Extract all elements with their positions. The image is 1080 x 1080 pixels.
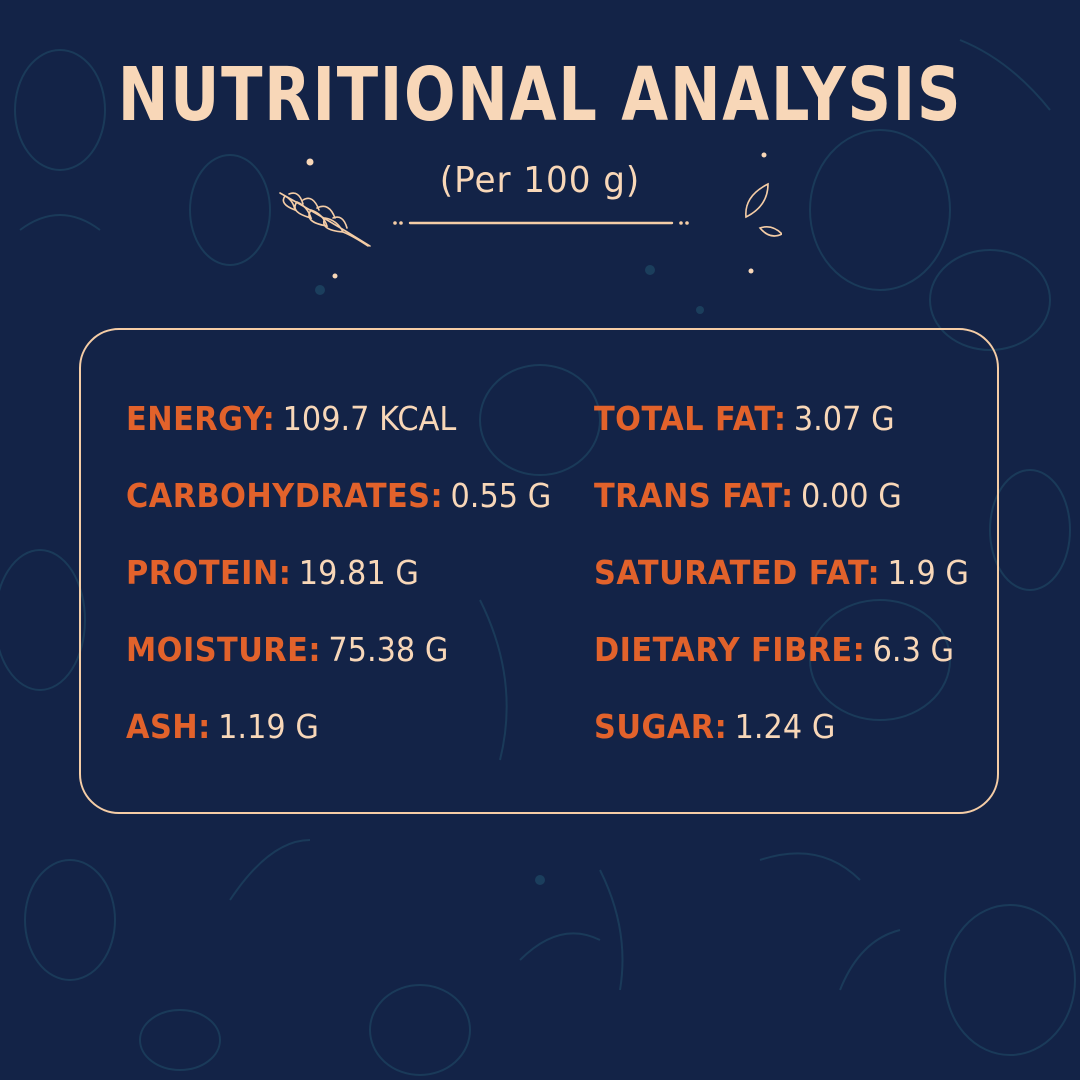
nutrient-moisture: MOISTURE: 75.38 G: [126, 633, 448, 666]
nutrient-label: MOISTURE:: [126, 630, 321, 669]
nutrient-label: ASH:: [126, 707, 211, 746]
nutrient-label: SATURATED FAT:: [594, 553, 881, 592]
page-title: NUTRITIONAL ANALYSIS: [117, 52, 963, 138]
nutrient-value: 1.19 G: [218, 707, 319, 746]
nutrient-value: 19.81 G: [298, 553, 419, 592]
nutrient-value: 0.55 G: [450, 476, 552, 515]
leaf-sprig-icon: [279, 192, 371, 247]
nutrient-value: 0.00 G: [800, 476, 902, 515]
page-subtitle: (Per 100 g): [439, 160, 641, 201]
nutrient-label: CARBOHYDRATES:: [126, 476, 444, 515]
nutrient-dietary-fibre: DIETARY FIBRE: 6.3 G: [594, 633, 954, 666]
nutrient-value: 3.07 G: [793, 399, 895, 438]
nutrient-value: 1.9 G: [887, 553, 969, 592]
nutrient-trans-fat: TRANS FAT: 0.00 G: [594, 479, 902, 512]
sparkle-dot-icon: [306, 158, 314, 166]
nutrient-label: ENERGY:: [126, 399, 276, 438]
nutrient-sugar: SUGAR: 1.24 G: [594, 710, 835, 743]
nutrition-panel: [79, 328, 999, 814]
nutrient-value: 75.38 G: [328, 630, 449, 669]
nutrient-total-fat: TOTAL FAT: 3.07 G: [594, 402, 895, 435]
sparkle-dot-icon: [748, 268, 754, 274]
nutrient-label: SUGAR:: [594, 707, 728, 746]
leaves-icon: [745, 182, 782, 237]
nutrient-label: DIETARY FIBRE:: [594, 630, 866, 669]
nutrient-value: 1.24 G: [734, 707, 836, 746]
nutrient-value: 6.3 G: [872, 630, 955, 669]
nutrient-energy: ENERGY: 109.7 KCAL: [126, 402, 456, 435]
nutrient-label: TRANS FAT:: [594, 476, 794, 515]
sparkle-dot-icon: [332, 273, 338, 279]
divider-line-icon: [393, 221, 689, 225]
nutrient-label: TOTAL FAT:: [594, 399, 787, 438]
nutrient-label: PROTEIN:: [126, 553, 292, 592]
nutrient-ash: ASH: 1.19 G: [126, 710, 319, 743]
sparkle-dot-icon: [761, 152, 767, 158]
nutrient-carbohydrates: CARBOHYDRATES: 0.55 G: [126, 479, 551, 512]
nutrient-value: 109.7 KCAL: [282, 399, 457, 438]
nutrient-protein: PROTEIN: 19.81 G: [126, 556, 419, 589]
nutrient-saturated-fat: SATURATED FAT: 1.9 G: [594, 556, 969, 589]
